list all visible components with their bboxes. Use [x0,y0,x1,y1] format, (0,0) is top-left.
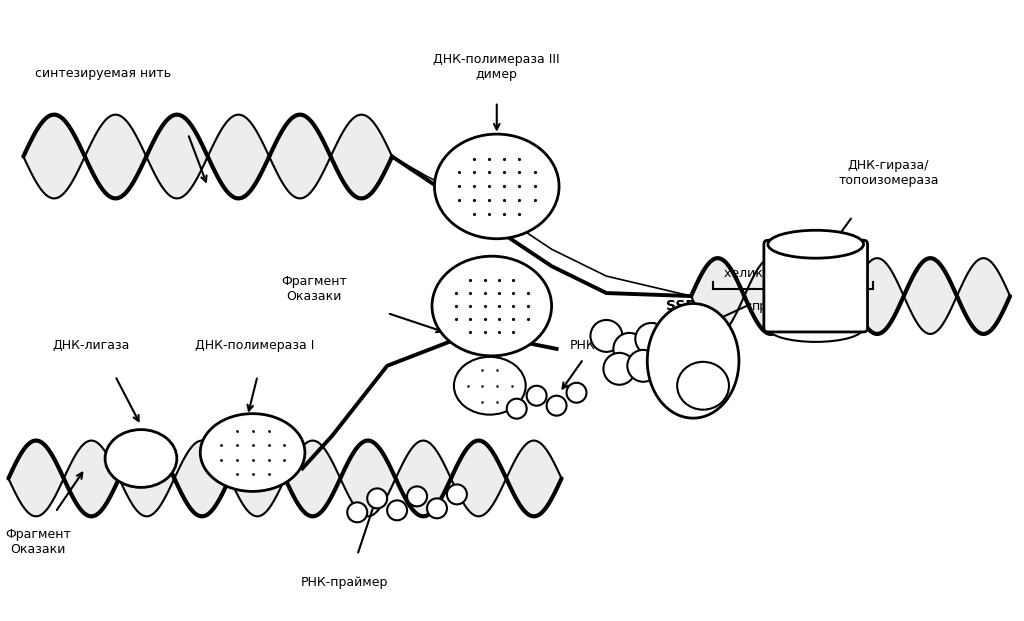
Circle shape [387,501,408,520]
Circle shape [507,399,526,419]
Circle shape [547,396,566,415]
FancyBboxPatch shape [764,240,867,332]
Circle shape [566,383,587,402]
Ellipse shape [434,134,559,238]
Text: Фрагмент
Оказаки: Фрагмент Оказаки [5,528,72,556]
Text: РНК-праймер: РНК-праймер [301,576,388,589]
Text: SSB: SSB [667,299,696,313]
Circle shape [368,488,387,509]
Circle shape [628,350,659,382]
Circle shape [635,323,668,355]
Text: РНК-праймер: РНК-праймер [569,340,657,352]
Circle shape [446,484,467,504]
Text: ДНК-лигаза: ДНК-лигаза [52,340,130,352]
Ellipse shape [677,362,729,410]
Circle shape [613,333,645,365]
Circle shape [427,499,446,519]
Circle shape [408,486,427,506]
Text: ДНК-полимераза I: ДНК-полимераза I [195,340,314,352]
Text: Фрагмент
Оказаки: Фрагмент Оказаки [282,275,347,303]
Text: ДНК-гираза/
топоизомераза: ДНК-гираза/ топоизомераза [839,160,939,188]
Ellipse shape [432,256,552,356]
Circle shape [347,502,368,522]
Text: праймосома: праймосома [753,299,834,312]
Ellipse shape [647,304,739,418]
Text: хеликаза / праймаза: хеликаза / праймаза [724,266,861,279]
Text: синтезируемая нить: синтезируемая нить [35,67,171,80]
Ellipse shape [768,314,863,342]
Ellipse shape [768,230,863,258]
Ellipse shape [201,414,305,491]
Circle shape [603,353,635,385]
Ellipse shape [454,357,525,415]
Text: ДНК-полимераза III
димер: ДНК-полимераза III димер [433,53,560,81]
Circle shape [526,386,547,406]
Ellipse shape [105,430,177,487]
Circle shape [591,320,623,352]
